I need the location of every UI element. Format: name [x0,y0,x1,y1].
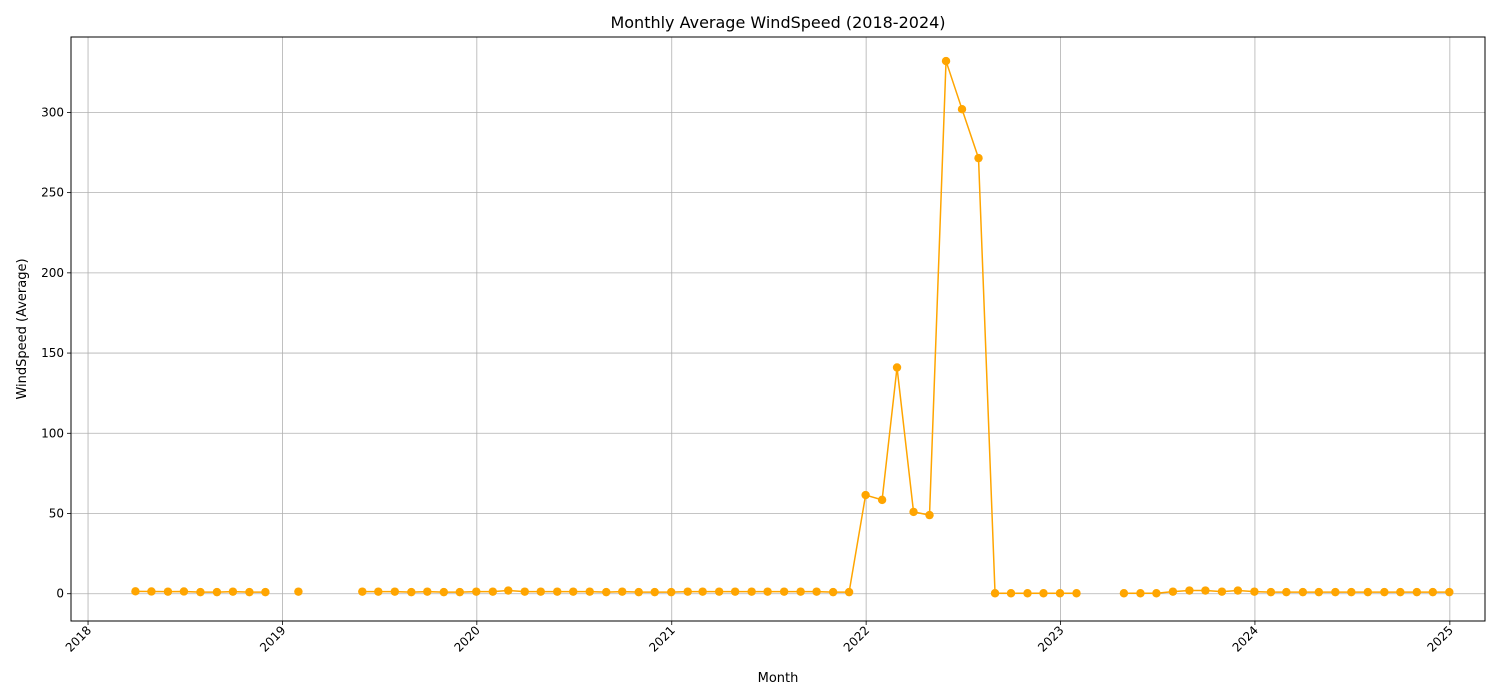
data-point [1136,589,1145,598]
data-point [147,587,156,596]
data-point [1119,589,1129,598]
data-point [1396,587,1405,597]
data-point [844,587,854,597]
data-point [957,105,967,114]
data-point [1006,589,1016,598]
data-point [179,587,189,596]
data-point [1250,587,1259,596]
data-point [1233,586,1243,595]
data-point [212,587,222,597]
data-point [1298,587,1308,597]
data-point [1282,587,1291,597]
data-point [1363,587,1373,597]
chart-title: Monthly Average WindSpeed (2018-2024) [610,13,945,32]
data-series [131,56,1454,598]
data-point [228,587,238,596]
data-point [618,587,627,596]
data-point [261,587,270,597]
y-tick-label: 50 [49,507,64,521]
data-point [294,587,303,596]
y-tick-label: 150 [41,346,64,360]
data-point [1266,587,1276,597]
data-point [1347,587,1356,597]
data-point [974,153,983,163]
y-axis-label: WindSpeed (Average) [15,258,30,399]
data-point [569,587,578,596]
data-point [1185,586,1194,595]
data-point [1314,587,1324,597]
data-point [877,495,887,505]
data-point [131,587,140,596]
data-point [1331,587,1340,597]
data-point [423,587,432,596]
data-point [1445,587,1454,597]
data-point [374,587,383,596]
data-point [990,589,1000,598]
data-point [730,587,740,596]
data-point [1152,589,1161,598]
data-point [1168,587,1178,596]
data-point [747,587,756,596]
data-point [796,587,805,596]
data-point [698,587,707,596]
y-tick-label: 250 [41,186,64,200]
data-point [407,587,416,597]
data-point [504,586,513,595]
data-point [245,587,254,597]
y-tick-label: 300 [41,105,64,119]
data-point [779,587,789,596]
data-point [536,587,545,596]
y-tick-label: 0 [56,587,64,601]
data-point [650,587,659,597]
data-point [667,587,676,597]
y-tick-label: 200 [41,266,64,280]
data-point [1039,589,1048,598]
data-point [634,587,643,597]
data-point [941,56,951,66]
data-point [714,587,724,596]
data-point [472,587,481,596]
plot-frame [70,36,1486,622]
data-point [163,587,173,596]
data-point [925,510,934,520]
data-point [812,587,821,596]
data-point [763,587,772,596]
data-point [358,587,367,596]
data-point [1380,587,1389,597]
data-point [585,587,594,596]
data-point [909,507,918,517]
data-point [439,587,449,597]
x-axis-label: Month [758,671,799,686]
grid-lines [71,37,1485,621]
data-point [892,363,902,372]
data-point [1428,587,1438,597]
data-point [488,587,497,596]
data-point [1055,589,1065,598]
data-point [828,587,838,597]
data-point [683,587,692,596]
data-point [861,490,870,500]
data-point [1412,587,1422,597]
data-point [520,587,529,596]
data-point [553,587,562,596]
data-point [196,587,205,597]
data-point [1201,586,1210,595]
data-point [1023,589,1032,598]
data-point [1072,589,1081,598]
data-point [1217,587,1227,596]
y-tick-label: 100 [41,426,64,440]
data-point [602,587,611,597]
data-point [390,587,400,596]
data-point [455,587,464,597]
